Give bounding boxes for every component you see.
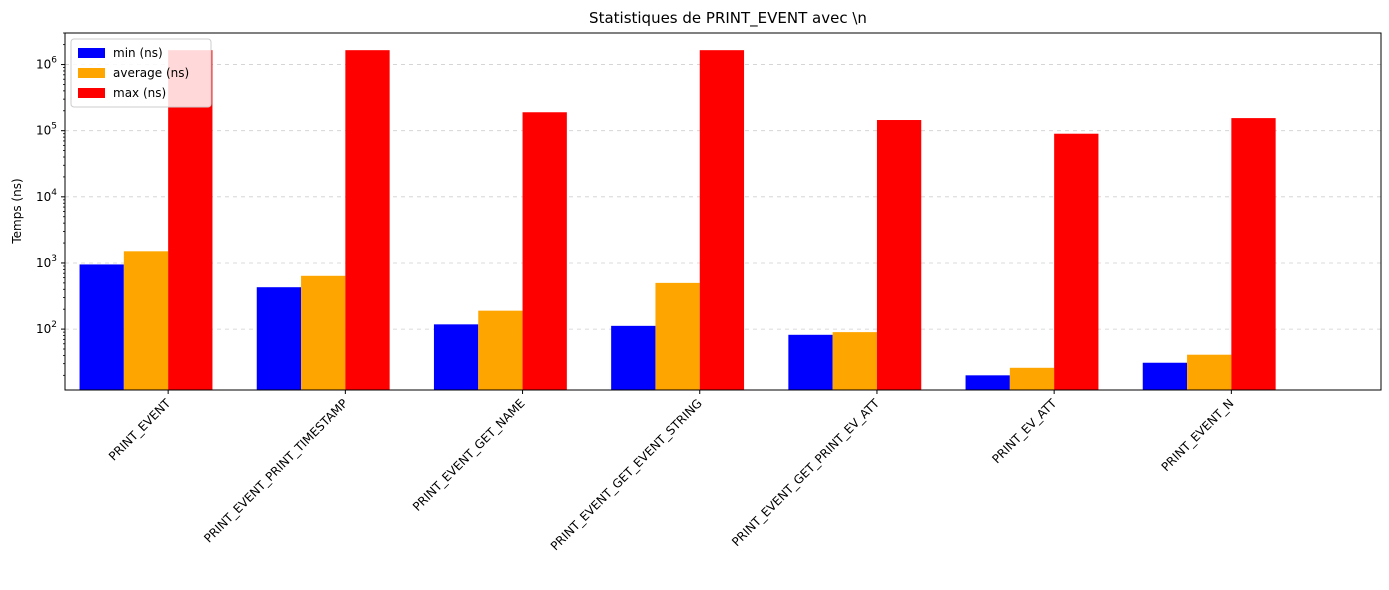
x-axis-ticks: PRINT_EVENT PRINT_EVENT_PRINT_TIMESTAMP PR… <box>106 390 1236 553</box>
chart-title: Statistiques de PRINT_EVENT avec \n <box>589 9 867 28</box>
x-tick-label: PRINT_EVENT_GET_PRINT_EV_ATT <box>729 396 882 549</box>
x-tick-label: PRINT_EVENT_GET_NAME <box>410 396 528 514</box>
bar-max-print-ev-att <box>1054 133 1099 390</box>
bar-max-print-event-print-timestamp <box>345 50 390 391</box>
bar-average-print-ev-att <box>1009 367 1055 390</box>
bars <box>79 50 1276 391</box>
y-tick-label: 104 <box>36 188 57 204</box>
bar-average-print-event <box>123 251 169 390</box>
x-tick-label: PRINT_EVENT_PRINT_TIMESTAMP <box>201 396 350 545</box>
bar-min-print-event <box>79 264 124 390</box>
bar-max-print-event-get-event-string <box>699 50 745 391</box>
legend-label: average (ns) <box>113 66 189 80</box>
y-tick-label: 103 <box>36 254 57 270</box>
bar-average-print-event-print-timestamp <box>301 275 346 390</box>
bar-min-print-event-print-timestamp <box>256 287 302 390</box>
bar-average-print-event-n <box>1187 354 1232 390</box>
y-tick-label: 106 <box>36 56 57 72</box>
bar-max-print-event-n <box>1231 118 1276 391</box>
bar-min-print-event-get-event-string <box>611 325 656 390</box>
x-tick-label: PRINT_EVENT <box>106 396 174 464</box>
legend-swatch <box>78 68 105 78</box>
legend: min (ns) average (ns) max (ns) <box>70 38 212 108</box>
bar-min-print-event-get-name <box>433 324 479 390</box>
y-tick-label: 102 <box>36 320 57 336</box>
y-tick-label: 105 <box>36 122 57 138</box>
bar-average-print-event-get-print-ev-att <box>832 332 877 390</box>
x-tick-label: PRINT_EVENT_GET_EVENT_STRING <box>548 396 705 553</box>
legend-label: min (ns) <box>113 46 163 60</box>
bar-max-print-event-get-name <box>522 112 567 391</box>
bar-max-print-event-get-print-ev-att <box>876 120 922 390</box>
legend-box <box>70 38 212 108</box>
bar-min-print-event-get-print-ev-att <box>788 334 833 390</box>
bar-min-print-ev-att <box>965 375 1010 390</box>
legend-label: max (ns) <box>113 86 166 100</box>
y-axis-ticks: 102 103 104 105 106 <box>36 32 65 376</box>
bar-average-print-event-get-event-string <box>655 282 700 390</box>
bar-min-print-event-n <box>1142 362 1188 390</box>
x-tick-label: PRINT_EV_ATT <box>989 396 1059 466</box>
legend-swatch <box>78 88 105 98</box>
legend-swatch <box>78 48 105 58</box>
y-axis-label: Temps (ns) <box>10 178 24 244</box>
bar-average-print-event-get-name <box>478 310 523 390</box>
x-tick-label: PRINT_EVENT_N <box>1159 396 1237 474</box>
